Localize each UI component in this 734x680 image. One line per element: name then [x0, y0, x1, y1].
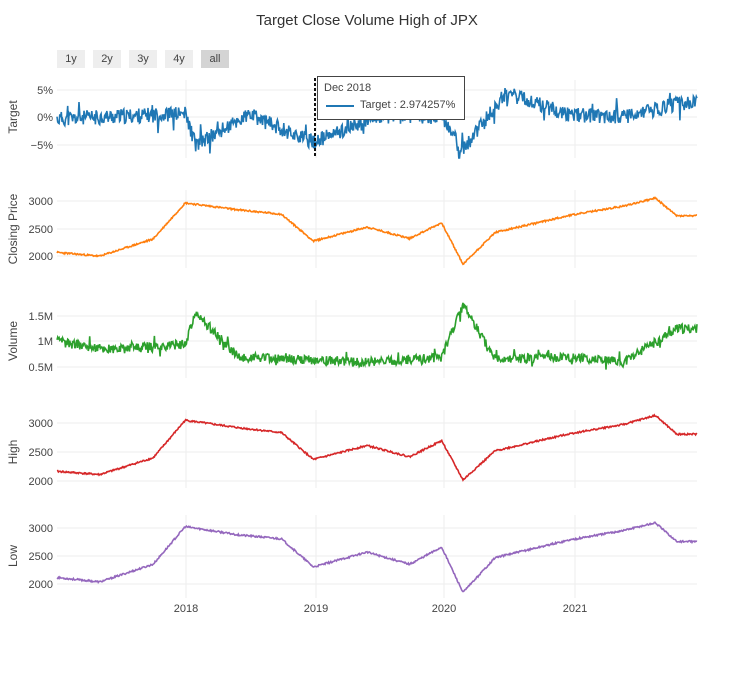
range-selector: 1y 2y 3y 4y all — [57, 50, 229, 68]
y-tick-label: 3000 — [29, 418, 53, 430]
y-tick-label: 2000 — [29, 251, 53, 263]
series-line-closing-price[interactable] — [56, 196, 698, 266]
x-tick-label: 2020 — [432, 603, 456, 615]
tooltip-series-name: Target — [360, 99, 391, 111]
x-tick-label: 2019 — [304, 603, 328, 615]
range-button-4y[interactable]: 4y — [165, 50, 193, 68]
y-tick-label: 5% — [37, 85, 53, 97]
range-button-3y[interactable]: 3y — [129, 50, 157, 68]
y-tick-label: 0% — [37, 112, 53, 124]
y-axis-label: Closing Price — [6, 193, 20, 264]
series-line-high[interactable] — [56, 413, 698, 482]
hover-tooltip: Dec 2018 Target : 2.974257% — [317, 76, 465, 120]
chart-title: Target Close Volume High of JPX — [256, 12, 478, 29]
tooltip-series-swatch — [326, 105, 354, 107]
y-tick-label: 3000 — [29, 196, 53, 208]
series-line-low[interactable] — [56, 521, 698, 593]
x-tick-label: 2018 — [174, 603, 198, 615]
y-axis-label: High — [6, 440, 20, 465]
y-axis-label: Target — [6, 100, 20, 134]
series-line-volume[interactable] — [56, 302, 698, 370]
x-tick-label: 2021 — [563, 603, 587, 615]
y-tick-label: 1.5M — [29, 311, 53, 323]
y-axis-label: Low — [6, 545, 20, 567]
y-tick-label: 2500 — [29, 551, 53, 563]
y-tick-label: 2000 — [29, 476, 53, 488]
y-tick-label: −5% — [31, 140, 54, 152]
y-tick-label: 1M — [38, 336, 53, 348]
y-tick-label: 2500 — [29, 447, 53, 459]
y-tick-label: 2000 — [29, 579, 53, 591]
tooltip-value: 2.974257% — [399, 99, 456, 111]
tooltip-date: Dec 2018 — [324, 82, 372, 94]
range-button-all[interactable]: all — [201, 50, 229, 68]
y-axis-label: Volume — [6, 321, 20, 361]
y-tick-label: 3000 — [29, 523, 53, 535]
y-tick-label: 2500 — [29, 224, 53, 236]
y-tick-label: 0.5M — [29, 362, 53, 374]
range-button-1y[interactable]: 1y — [57, 50, 85, 68]
tooltip-row: Target : 2.974257% — [360, 99, 456, 111]
range-button-2y[interactable]: 2y — [93, 50, 121, 68]
